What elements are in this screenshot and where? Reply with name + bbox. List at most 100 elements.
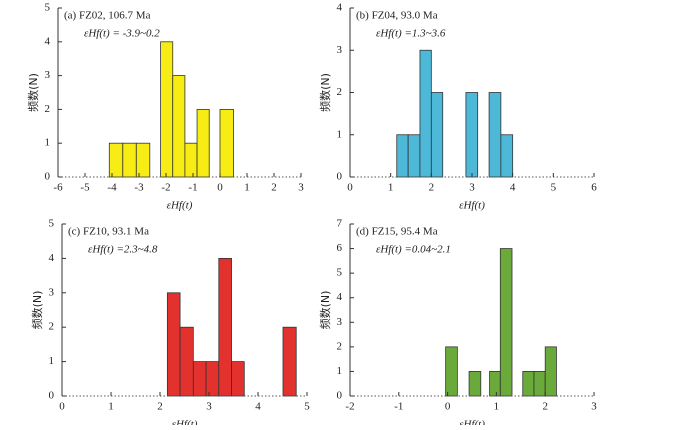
bar xyxy=(544,346,557,397)
bar xyxy=(172,75,186,178)
bar xyxy=(160,41,174,178)
panel-subtitle: εHf(t) =1.3~3.6 xyxy=(376,28,446,40)
y-tick-label: 4 xyxy=(337,291,343,303)
x-tick-label: 5 xyxy=(551,182,557,194)
x-tick-label: -5 xyxy=(80,182,90,194)
y-tick-label: 4 xyxy=(49,252,55,264)
x-tick-label: -2 xyxy=(161,182,170,194)
x-tick-label: 3 xyxy=(469,182,475,194)
x-tick-label: -1 xyxy=(394,401,403,413)
x-tick-label: -2 xyxy=(345,401,354,413)
x-tick-label: -3 xyxy=(134,182,144,194)
bar xyxy=(231,361,245,397)
x-tick-label: -6 xyxy=(53,182,63,194)
x-tick-label: -4 xyxy=(107,182,117,194)
y-tick-label: 5 xyxy=(49,218,55,230)
y-tick-label: 0 xyxy=(337,390,343,402)
x-tick-label: 5 xyxy=(304,401,310,413)
panel-title: (a) FZ02, 106.7 Ma xyxy=(64,10,151,22)
x-axis-label: εHf(t) xyxy=(167,200,193,212)
bar xyxy=(396,134,409,178)
y-tick-label: 2 xyxy=(45,103,51,115)
bar xyxy=(522,371,535,397)
y-axis-label: 频数(N) xyxy=(318,291,332,330)
x-tick-label: 1 xyxy=(494,401,500,413)
x-axis-label: εHf(t) xyxy=(459,419,485,425)
bar xyxy=(465,92,479,178)
x-tick-label: 6 xyxy=(591,182,597,194)
y-tick-label: 0 xyxy=(45,171,51,183)
y-tick-label: 1 xyxy=(337,365,343,377)
bar xyxy=(108,142,124,178)
panel-title: (c) FZ10, 93.1 Ma xyxy=(68,226,149,238)
x-tick-label: 4 xyxy=(255,401,261,413)
y-tick-label: 3 xyxy=(337,316,343,328)
bar xyxy=(407,134,421,178)
bar xyxy=(219,109,234,178)
y-axis-label: 频数(N) xyxy=(30,291,44,330)
x-tick-label: 1 xyxy=(108,401,114,413)
y-tick-label: 7 xyxy=(337,218,343,230)
x-tick-label: 0 xyxy=(445,401,451,413)
x-tick-label: 4 xyxy=(510,182,516,194)
y-tick-label: 4 xyxy=(45,35,51,47)
x-tick-label: 2 xyxy=(542,401,548,413)
y-tick-label: 1 xyxy=(49,355,55,367)
y-tick-label: 1 xyxy=(337,128,343,140)
x-tick-label: 0 xyxy=(59,401,65,413)
y-axis-label: 频数(N) xyxy=(318,73,332,112)
y-tick-label: 5 xyxy=(45,2,51,14)
y-tick-label: 1 xyxy=(45,137,51,149)
x-tick-label: 3 xyxy=(206,401,212,413)
bar xyxy=(489,371,501,397)
y-tick-label: 0 xyxy=(337,171,343,183)
x-tick-label: 1 xyxy=(244,182,250,194)
x-tick-label: 1 xyxy=(388,182,394,194)
bar xyxy=(430,92,444,178)
y-tick-label: 2 xyxy=(337,86,343,98)
x-tick-label: 0 xyxy=(217,182,223,194)
panel-subtitle: εHf(t) = -3.9~0.2 xyxy=(84,28,160,40)
y-tick-label: 5 xyxy=(337,267,343,279)
x-tick-label: 2 xyxy=(429,182,435,194)
y-tick-label: 3 xyxy=(337,44,343,56)
bar xyxy=(533,371,546,397)
bar xyxy=(218,257,232,397)
bar xyxy=(122,142,137,178)
panel-subtitle: εHf(t) =2.3~4.8 xyxy=(88,244,158,256)
bar xyxy=(184,142,198,178)
x-tick-label: 3 xyxy=(591,401,597,413)
bar xyxy=(445,346,458,397)
bar xyxy=(196,109,210,178)
x-tick-label: 0 xyxy=(347,182,353,194)
bar xyxy=(488,92,502,178)
y-tick-label: 0 xyxy=(49,390,55,402)
x-axis-label: εHf(t) xyxy=(172,419,198,425)
y-tick-label: 3 xyxy=(49,286,55,298)
x-tick-label: 2 xyxy=(157,401,163,413)
bar xyxy=(500,134,514,178)
bar xyxy=(468,371,482,397)
x-tick-label: 2 xyxy=(271,182,277,194)
y-tick-label: 2 xyxy=(337,340,343,352)
bar xyxy=(135,142,151,178)
panel-title: (b) FZ04, 93.0 Ma xyxy=(356,10,438,22)
y-axis-label: 频数(N) xyxy=(26,73,40,112)
panel-title: (d) FZ15, 95.4 Ma xyxy=(356,226,438,238)
bar xyxy=(166,292,181,397)
bar xyxy=(419,49,432,178)
bar xyxy=(499,248,513,397)
bar xyxy=(282,326,297,397)
x-tick-label: -1 xyxy=(188,182,197,194)
y-tick-label: 3 xyxy=(45,69,51,81)
bar xyxy=(179,326,194,397)
y-tick-label: 6 xyxy=(337,242,343,254)
panel-subtitle: εHf(t) =0.04~2.1 xyxy=(376,244,451,256)
y-tick-label: 4 xyxy=(337,2,343,14)
x-tick-label: 3 xyxy=(298,182,304,194)
bar xyxy=(192,361,207,397)
y-tick-label: 2 xyxy=(49,321,55,333)
bar xyxy=(205,361,220,397)
x-axis-label: εHf(t) xyxy=(459,200,485,212)
